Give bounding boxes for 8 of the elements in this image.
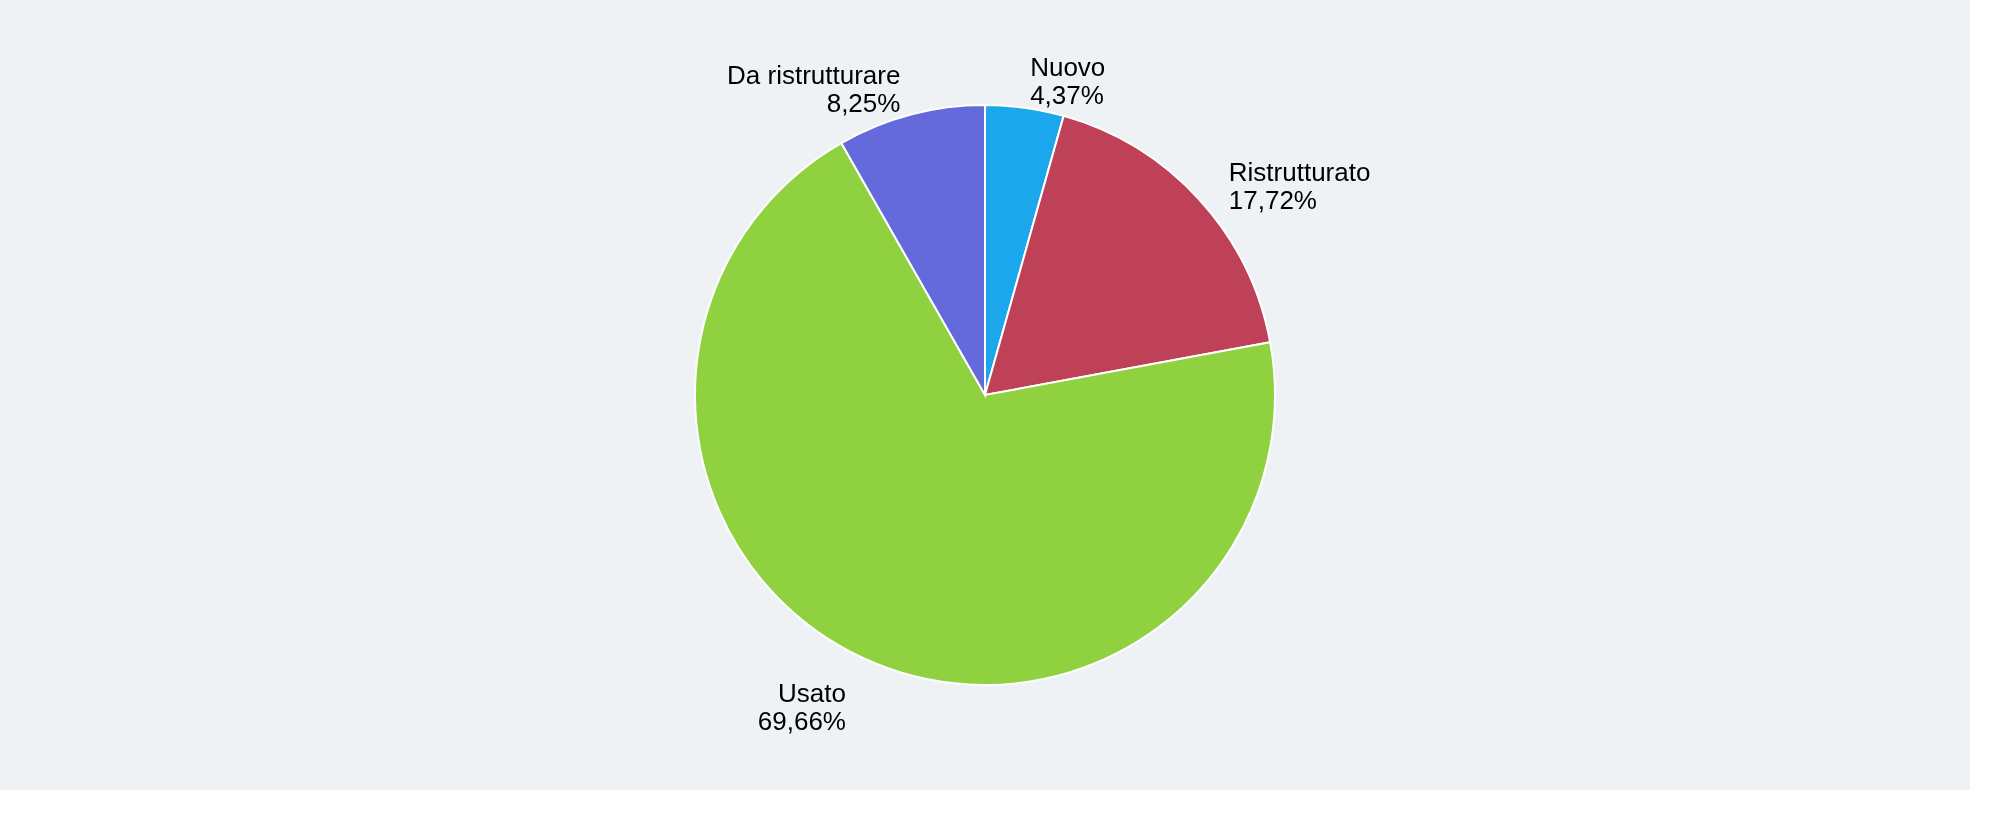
slice-label: Ristrutturato xyxy=(1228,156,1371,187)
slice-label: Usato xyxy=(778,678,846,709)
data-label: 8,25% xyxy=(826,88,901,119)
data-label: 4,37% xyxy=(1030,80,1104,111)
data-label: 17,72% xyxy=(1228,184,1317,215)
slice-label: Nuovo xyxy=(1030,52,1106,83)
data-label: 69,66% xyxy=(757,706,846,737)
slice-label: Da ristrutturare xyxy=(727,60,901,91)
